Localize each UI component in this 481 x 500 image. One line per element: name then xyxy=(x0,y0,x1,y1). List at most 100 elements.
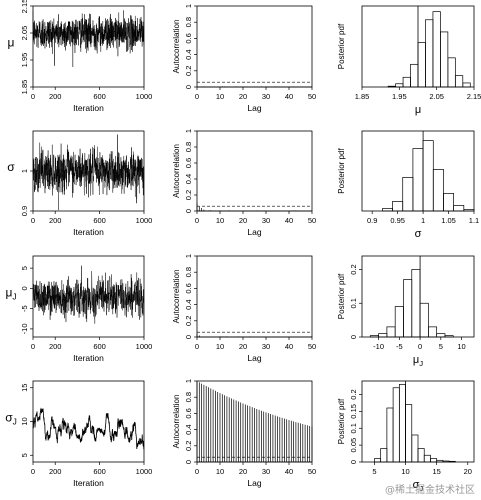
acf-plot: 0 10 20 30 40 50 0 0.2 0.4 0.6 0.8 1 Lag Autocorrelat… xyxy=(172,129,316,237)
histogram-bar xyxy=(387,85,396,88)
x-tick-label: 0 xyxy=(31,467,35,476)
x-tick-label: 5 xyxy=(439,342,443,351)
y-tick-label: 0.6 xyxy=(184,158,193,168)
plot-frame xyxy=(196,255,313,338)
y-tick-label: -10 xyxy=(20,323,29,334)
x-tick-label: 200 xyxy=(49,216,62,225)
x-tick-label: -10 xyxy=(373,342,384,351)
histogram-bar xyxy=(411,269,421,338)
y-tick-label: 0.2 xyxy=(349,264,358,274)
x-tick-label: 5 xyxy=(372,467,376,476)
y-tick-label: 2.05 xyxy=(20,26,29,41)
y-tick-label: 0.1 xyxy=(349,423,358,433)
y-tick-label: 0.4 xyxy=(184,424,193,434)
y-tick-label: 0.15 xyxy=(349,404,358,419)
y-tick-label: 0.2 xyxy=(184,66,193,76)
y-tick-label: 0.6 xyxy=(184,283,193,293)
plot-frame xyxy=(32,255,145,338)
x-tick-label: 600 xyxy=(93,342,106,351)
histogram-bar xyxy=(417,42,426,88)
x-axis-label: σJ xyxy=(413,479,424,493)
x-tick-label: 40 xyxy=(285,216,293,225)
y-tick-label: 1.95 xyxy=(20,53,29,68)
y-tick-label: 0.4 xyxy=(184,299,193,309)
y-tick-label: -5 xyxy=(20,305,29,312)
y-axis-label: Posterior pdf xyxy=(337,23,346,69)
y-tick-label: 0.4 xyxy=(184,49,193,59)
histogram-bar xyxy=(394,306,404,338)
x-axis-label: Lag xyxy=(247,103,261,113)
y-axis-label: Posterior pdf xyxy=(337,398,346,444)
x-axis-label: Iteration xyxy=(73,353,104,363)
x-tick-label: 0 xyxy=(195,216,199,225)
y-tick-label: 0 xyxy=(20,286,29,290)
x-tick-label: 600 xyxy=(93,467,106,476)
histogram-bar xyxy=(454,75,464,88)
x-axis-label: Lag xyxy=(247,227,261,237)
x-tick-label: 10 xyxy=(216,342,224,351)
y-tick-label: 1 xyxy=(184,129,193,133)
histogram-bar xyxy=(403,279,413,338)
y-axis-label: Autocorrelation xyxy=(172,20,181,74)
histogram-bar xyxy=(412,148,424,212)
histogram-bar xyxy=(423,454,431,463)
x-tick-label: 0 xyxy=(31,92,35,101)
x-tick-label: 0 xyxy=(195,342,199,351)
x-tick-label: 0 xyxy=(195,92,199,101)
trace-series-line xyxy=(32,407,145,450)
x-tick-label: 50 xyxy=(308,216,316,225)
y-tick-label: 10 xyxy=(20,417,29,425)
x-tick-label: 20 xyxy=(239,216,247,225)
posterior-plot: 0.9 0.95 1 1.05 1.1 σ Posterior pdf xyxy=(337,130,479,240)
x-tick-label: 1.85 xyxy=(355,92,370,101)
histogram-bar xyxy=(436,459,444,463)
y-tick-label: 0.9 xyxy=(20,206,29,216)
y-tick-label: 1 xyxy=(184,4,193,8)
y-tick-label: 0 xyxy=(349,460,358,464)
y-tick-label: 1 xyxy=(184,254,193,258)
posterior-plot: -10 -5 0 5 10 0 0.1 0.2 μJ Posterior pdf xyxy=(337,255,475,368)
histogram-bar xyxy=(430,458,438,463)
x-tick-label: 20 xyxy=(464,467,472,476)
histogram-bar xyxy=(463,209,475,212)
y-tick-label: 0.2 xyxy=(184,441,193,451)
y-tick-label: 0 xyxy=(184,335,193,339)
plot-frame xyxy=(361,255,475,338)
x-tick-label: 1000 xyxy=(136,92,153,101)
y-tick-label: 0.8 xyxy=(184,142,193,152)
histogram-bar xyxy=(411,434,419,463)
histogram-bar xyxy=(422,140,434,212)
x-tick-label: 40 xyxy=(285,92,293,101)
histogram-bar xyxy=(410,63,419,88)
x-axis-label: μJ xyxy=(413,354,423,368)
posterior-plot: 5 10 15 20 0 0.05 0.1 0.15 0.2 σJ Posterior pdf xyxy=(337,380,475,493)
histogram-bar xyxy=(374,458,382,463)
y-axis-label: Posterior pdf xyxy=(337,148,346,194)
y-tick-label: 0.8 xyxy=(184,392,193,402)
x-axis-label: Iteration xyxy=(73,478,104,488)
x-tick-label: 1.1 xyxy=(469,216,479,225)
x-tick-label: 10 xyxy=(216,92,224,101)
y-tick-label: 15 xyxy=(20,384,29,392)
x-tick-label: 30 xyxy=(262,467,270,476)
y-tick-label: 5 xyxy=(20,266,29,270)
y-tick-label: 1.85 xyxy=(20,80,29,95)
x-tick-label: 50 xyxy=(308,467,316,476)
trace-series-line xyxy=(32,265,145,324)
x-tick-label: 30 xyxy=(262,92,270,101)
acf-plot: 0 10 20 30 40 50 0 0.2 0.4 0.6 0.8 1 Lag Autocorrelat… xyxy=(172,379,316,488)
x-tick-label: 40 xyxy=(285,342,293,351)
y-tick-label: 2.15 xyxy=(20,0,29,13)
histogram-bar xyxy=(447,57,456,88)
y-tick-label: 0.6 xyxy=(184,408,193,418)
x-tick-label: 10 xyxy=(457,342,465,351)
x-tick-label: 20 xyxy=(239,92,247,101)
y-tick-label: 0.8 xyxy=(184,267,193,277)
x-tick-label: 1.05 xyxy=(441,216,456,225)
y-tick-label: 0 xyxy=(184,85,193,89)
histogram-bar xyxy=(395,83,404,88)
y-axis-label: μ xyxy=(8,36,15,50)
histogram-bar xyxy=(432,169,444,212)
plot-frame xyxy=(361,130,475,212)
